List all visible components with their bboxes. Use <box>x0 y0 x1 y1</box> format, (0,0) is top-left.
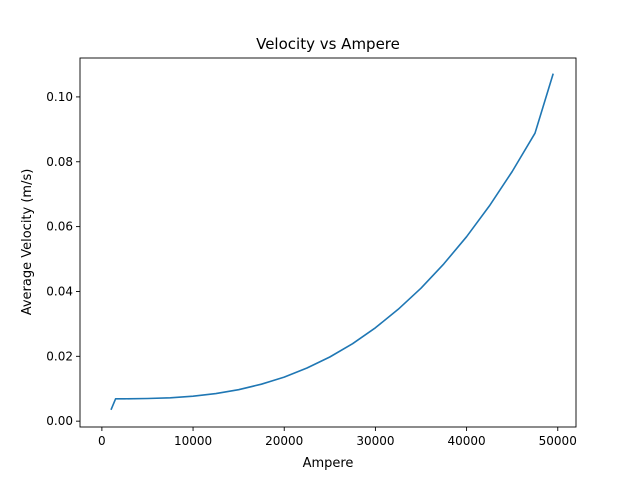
y-axis-label: Average Velocity (m/s) <box>20 169 35 316</box>
series-line-0 <box>110 73 554 411</box>
y-tick-label: 0.02 <box>46 349 73 363</box>
plot-area: 0 10000 20000 30000 40000 50000 0.00 0.02 0.04 0.… <box>46 57 577 448</box>
x-tick-label: 20000 <box>265 434 303 448</box>
axes-frame <box>79 57 577 428</box>
x-tick-label: 50000 <box>539 434 577 448</box>
x-axis-label: Ampere <box>303 456 354 471</box>
y-tick-label: 0.06 <box>46 220 73 234</box>
chart-title: Velocity vs Ampere <box>256 35 400 53</box>
x-tick-label: 10000 <box>174 434 212 448</box>
y-tick-label: 0.10 <box>46 90 73 104</box>
x-tick-label: 30000 <box>356 434 394 448</box>
y-tick-label: 0.04 <box>46 284 73 298</box>
y-tick-label: 0.00 <box>46 414 73 428</box>
x-tick-label: 40000 <box>447 434 485 448</box>
x-tick-label: 0 <box>98 434 106 448</box>
y-tick-label: 0.08 <box>46 155 73 169</box>
